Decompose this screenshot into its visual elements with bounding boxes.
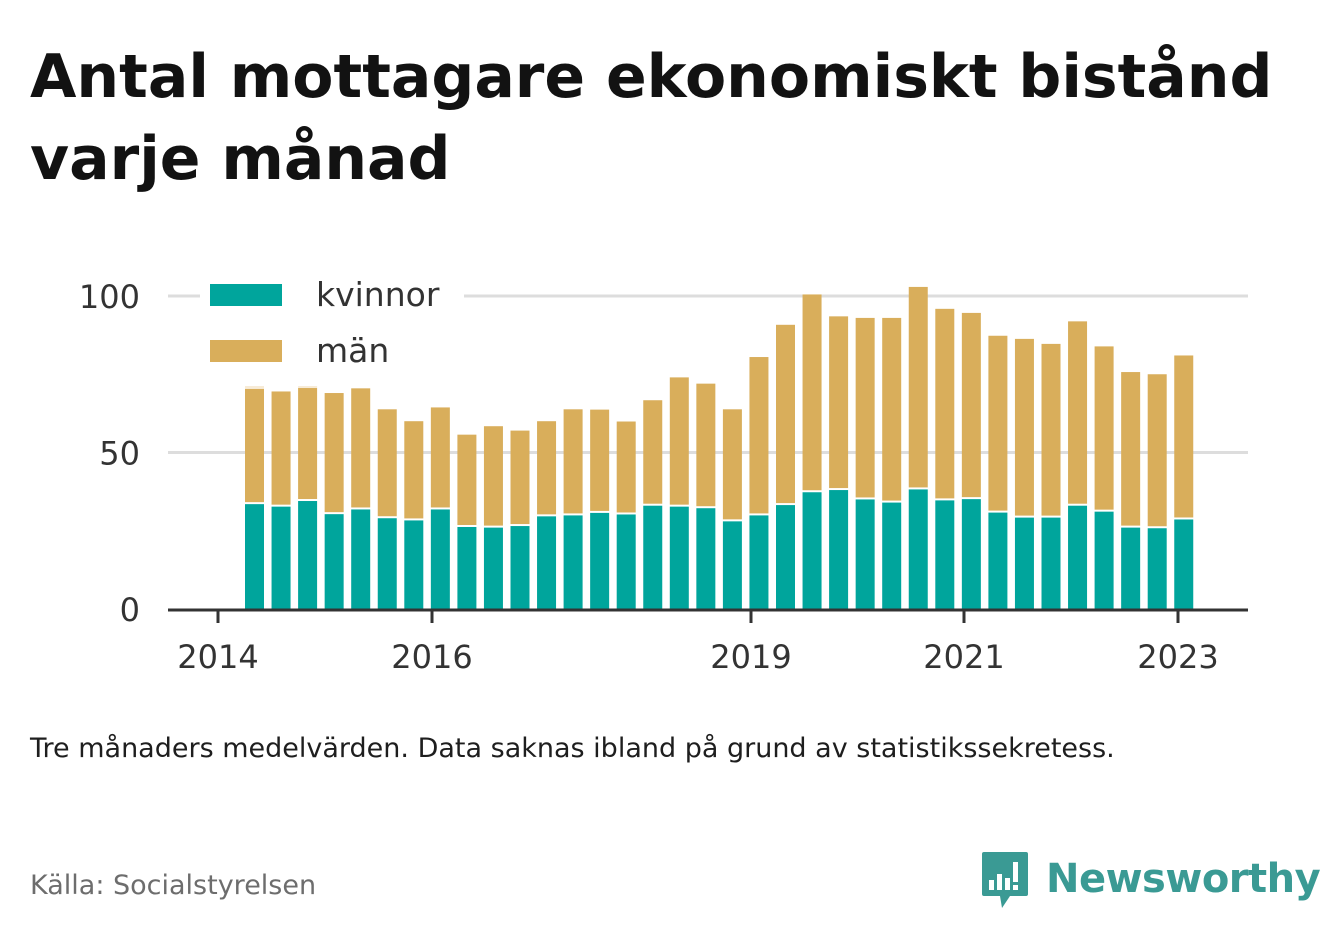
bar-man (749, 357, 769, 514)
bar-kvinnor (404, 520, 424, 609)
bar-kvinnor (351, 509, 371, 609)
bar-man (988, 335, 1008, 511)
bar-man (882, 317, 902, 501)
bar-man (1094, 346, 1114, 510)
x-tick-label: 2023 (1137, 638, 1218, 676)
source-credit: Källa: Socialstyrelsen (30, 870, 317, 901)
bar-kvinnor (776, 505, 795, 609)
bar-man (643, 400, 663, 504)
bar-kvinnor (722, 521, 742, 609)
bar-man (776, 324, 795, 504)
bar-man (430, 407, 450, 508)
bar-kvinnor (563, 515, 583, 609)
bar-man (245, 388, 264, 503)
bar-kvinnor (616, 514, 636, 609)
bar-kvinnor (1094, 511, 1114, 609)
x-tick-label: 2019 (710, 638, 791, 676)
bar-man (510, 430, 530, 525)
newsworthy-logo: Newsworthy (980, 848, 1321, 910)
legend: kvinnor män (200, 275, 464, 386)
bar-man (351, 388, 371, 508)
bars (245, 286, 1194, 609)
x-tick-label: 2014 (177, 638, 258, 676)
bar-kvinnor (324, 514, 344, 609)
chart-note: Tre månaders medelvärden. Data saknas ib… (30, 733, 1115, 764)
x-axis: 2014 2016 2019 2021 2023 (168, 608, 1248, 676)
bar-kvinnor (802, 492, 822, 609)
x-tick-label: 2016 (391, 638, 472, 676)
bar-man (722, 409, 742, 520)
bar-kvinnor (669, 506, 689, 609)
bar-kvinnor (855, 499, 875, 609)
bar-kvinnor (961, 499, 981, 609)
bar-kvinnor (245, 504, 264, 609)
bar-man (271, 391, 291, 505)
bar-man (1068, 321, 1088, 504)
bar-kvinnor (935, 500, 955, 609)
legend-swatch (210, 284, 282, 306)
bar-man (1121, 372, 1141, 526)
bar-man (829, 316, 849, 489)
bar-man (1174, 355, 1194, 518)
newsworthy-logo-icon (980, 850, 1030, 908)
bar-kvinnor (377, 518, 397, 609)
bar-man (404, 421, 424, 519)
bar-kvinnor (882, 502, 902, 609)
bar-kvinnor (1068, 505, 1088, 609)
legend-swatch (210, 340, 282, 362)
bar-man (802, 294, 822, 491)
bar-kvinnor (430, 509, 450, 609)
y-axis: 0 50 100 (79, 278, 140, 629)
bar-kvinnor (643, 505, 663, 609)
chart: 2014 2016 2019 2021 2023 0 50 100 kvinnor män (79, 275, 1248, 676)
bar-man (935, 308, 955, 499)
bar-kvinnor (1147, 528, 1167, 609)
bar-man (537, 421, 557, 515)
bar-kvinnor (749, 515, 769, 609)
legend-label: kvinnor (316, 275, 440, 314)
bar-kvinnor (1041, 517, 1061, 609)
bar-man (1014, 338, 1034, 516)
bar-kvinnor (988, 512, 1008, 609)
bar-kvinnor (483, 527, 503, 609)
legend-label: män (316, 331, 389, 370)
bar-man (377, 409, 397, 517)
bar-man (961, 312, 981, 498)
bar-man (669, 377, 689, 505)
bar-kvinnor (298, 501, 318, 609)
chart-title: Antal mottagare ekonomiskt bistånd varje… (30, 42, 1273, 194)
bar-man (696, 383, 716, 507)
bar-man (908, 286, 928, 488)
bar-man (1041, 343, 1061, 516)
y-tick-label: 0 (120, 591, 140, 629)
bar-man (1147, 374, 1167, 527)
bar-kvinnor (590, 512, 610, 609)
newsworthy-logo-text: Newsworthy (1046, 856, 1321, 902)
bar-kvinnor (1174, 519, 1194, 609)
bar-kvinnor (537, 516, 557, 609)
y-tick-label: 50 (99, 435, 140, 473)
bar-man (616, 421, 636, 513)
bar-kvinnor (829, 490, 849, 609)
bar-man (457, 434, 477, 525)
bar-kvinnor (457, 526, 477, 609)
bar-kvinnor (271, 506, 291, 609)
bar-kvinnor (696, 508, 716, 609)
bar-kvinnor (1121, 527, 1141, 609)
bar-man (483, 426, 503, 526)
bar-kvinnor (1014, 517, 1034, 609)
bar-man (563, 409, 583, 514)
bar-man (298, 388, 318, 500)
bar-man (590, 409, 610, 511)
bar-man (324, 393, 344, 513)
x-tick-label: 2021 (923, 638, 1004, 676)
y-tick-label: 100 (79, 278, 140, 316)
bar-kvinnor (908, 489, 928, 609)
bar-kvinnor (510, 526, 530, 609)
bar-man (855, 317, 875, 498)
